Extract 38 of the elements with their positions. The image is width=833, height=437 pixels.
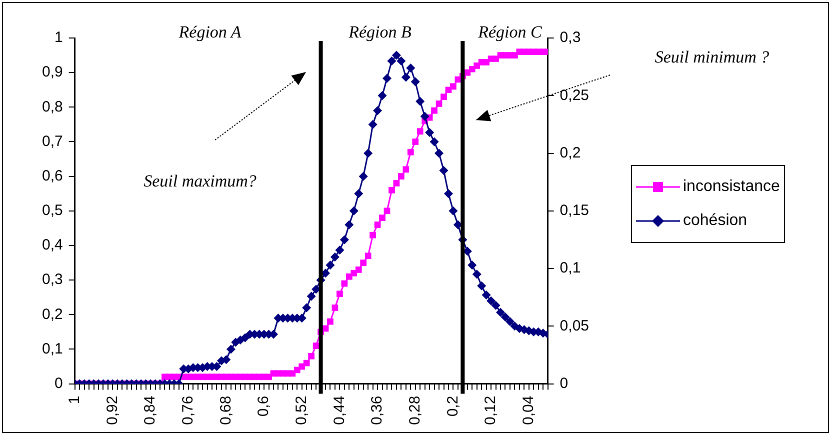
x-tick-label: 0,2 — [444, 396, 462, 417]
y-tick-label: 1 — [54, 29, 63, 46]
annotation: Région A — [178, 22, 242, 42]
legend-label: inconsistance — [683, 178, 780, 196]
y2-tick-label: 0,1 — [560, 260, 581, 277]
annotation: Région C — [477, 22, 543, 42]
y-tick-label: 0,4 — [42, 236, 63, 254]
annotation: Seuil maximum? — [144, 171, 257, 190]
y-tick-label: 0,8 — [42, 98, 63, 116]
y-tick-label: 0 — [54, 374, 63, 392]
x-tick-label: 1 — [66, 396, 83, 404]
y2-tick-label: 0,25 — [560, 86, 590, 104]
x-tick-label: 0,84 — [142, 396, 159, 426]
x-tick-label: 0,76 — [180, 396, 196, 426]
y2-tick-label: 0,15 — [560, 202, 590, 220]
annotation: Région B — [348, 22, 412, 42]
x-tick-label: 0,04 — [520, 396, 538, 426]
y2-tick-label: 0 — [560, 374, 568, 392]
y-tick-label: 0,5 — [42, 202, 63, 220]
x-tick-label: 0,44 — [330, 396, 348, 426]
y-tick-label: 0,7 — [42, 132, 63, 150]
y-tick-label: 0,2 — [42, 306, 63, 323]
y2-tick-label: 0,3 — [560, 29, 581, 46]
y-tick-label: 0,1 — [42, 340, 63, 358]
x-tick-label: 0,68 — [217, 396, 234, 426]
text: Seuil minimum ? — [654, 47, 770, 66]
x-tick-label: 0,6 — [255, 396, 272, 417]
x-tick-label: 0,92 — [104, 396, 121, 426]
y-tick-label: 0,3 — [42, 271, 63, 288]
y-tick-label: 0,6 — [42, 167, 63, 184]
x-tick-label: 0,28 — [406, 396, 424, 426]
x-tick-label: 0,52 — [293, 396, 310, 426]
legend-label: cohésion — [683, 212, 748, 230]
y-tick-label: 0,9 — [42, 64, 63, 81]
y2-tick-label: 0,05 — [560, 317, 590, 334]
x-tick-label: 0,36 — [368, 396, 386, 426]
x-tick-label: 0,12 — [482, 396, 500, 426]
y2-tick-label: 0,2 — [560, 144, 581, 162]
